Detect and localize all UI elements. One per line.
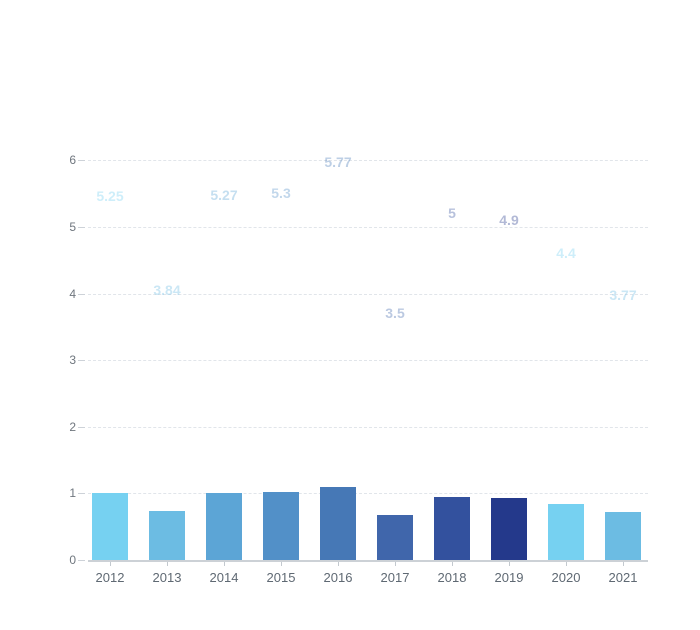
x-axis-label-2021: 2021 [608,570,638,585]
y-axis-tick-0 [78,560,85,561]
x-axis-tick-2019 [509,562,510,566]
x-axis-label-2020: 2020 [551,570,581,585]
y-axis-label-1: 1 [69,486,76,500]
x-axis-tick-2020 [566,562,567,566]
x-axis-tick-2013 [167,562,168,566]
bar-2015[interactable] [263,492,299,560]
value-label-2019: 4.9 [499,211,519,228]
y-axis-tick-1 [78,493,85,494]
x-axis-label-2018: 2018 [437,570,467,585]
h-gridline-3 [88,360,648,361]
y-axis-label-4: 4 [69,287,76,301]
bar-2021[interactable] [605,512,641,560]
x-axis-tick-2016 [338,562,339,566]
x-axis-label-2013: 2013 [152,570,182,585]
bar-2017[interactable] [377,515,413,560]
bar-2013[interactable] [149,511,185,560]
bar-2012[interactable] [92,493,128,560]
y-axis-label-5: 5 [69,220,76,234]
value-label-2012: 5.25 [96,188,124,205]
x-axis-tick-2021 [623,562,624,566]
x-axis-label-2016: 2016 [323,570,353,585]
x-axis-label-2015: 2015 [266,570,296,585]
x-axis-label-2017: 2017 [380,570,410,585]
y-axis-tick-6 [78,160,85,161]
x-axis-label-2019: 2019 [494,570,524,585]
x-axis-tick-2012 [110,562,111,566]
x-axis-tick-2018 [452,562,453,566]
x-axis-tick-2015 [281,562,282,566]
y-axis-tick-4 [78,294,85,295]
h-gridline-5 [88,227,648,228]
y-axis-label-6: 6 [69,153,76,167]
x-axis-label-2012: 2012 [95,570,125,585]
value-label-2018: 5 [448,205,456,221]
value-label-2020: 4.4 [556,244,576,261]
y-axis-label-3: 3 [69,353,76,367]
x-axis-label-2014: 2014 [209,570,239,585]
y-axis-tick-2 [78,427,85,428]
x-axis-tick-2014 [224,562,225,566]
value-label-2016: 5.77 [324,153,352,170]
bar-2020[interactable] [548,504,584,560]
value-label-2015: 5.3 [271,185,291,202]
y-axis-tick-3 [78,360,85,361]
h-gridline-6 [88,160,648,161]
value-label-2021: 3.77 [609,286,637,303]
value-label-2014: 5.27 [210,187,238,204]
y-axis-tick-5 [78,227,85,228]
value-label-2017: 3.5 [385,304,405,321]
y-axis-label-0: 0 [69,553,76,567]
bar-2014[interactable] [206,493,242,560]
x-axis-tick-2017 [395,562,396,566]
value-label-2013: 3.84 [153,282,181,299]
h-gridline-1 [88,493,648,494]
bar-2019[interactable] [491,498,527,560]
x-axis-line [88,560,648,562]
h-gridline-2 [88,427,648,428]
h-gridline-4 [88,294,648,295]
y-axis-label-2: 2 [69,420,76,434]
bar-2016[interactable] [320,487,356,560]
bar-2018[interactable] [434,497,470,560]
